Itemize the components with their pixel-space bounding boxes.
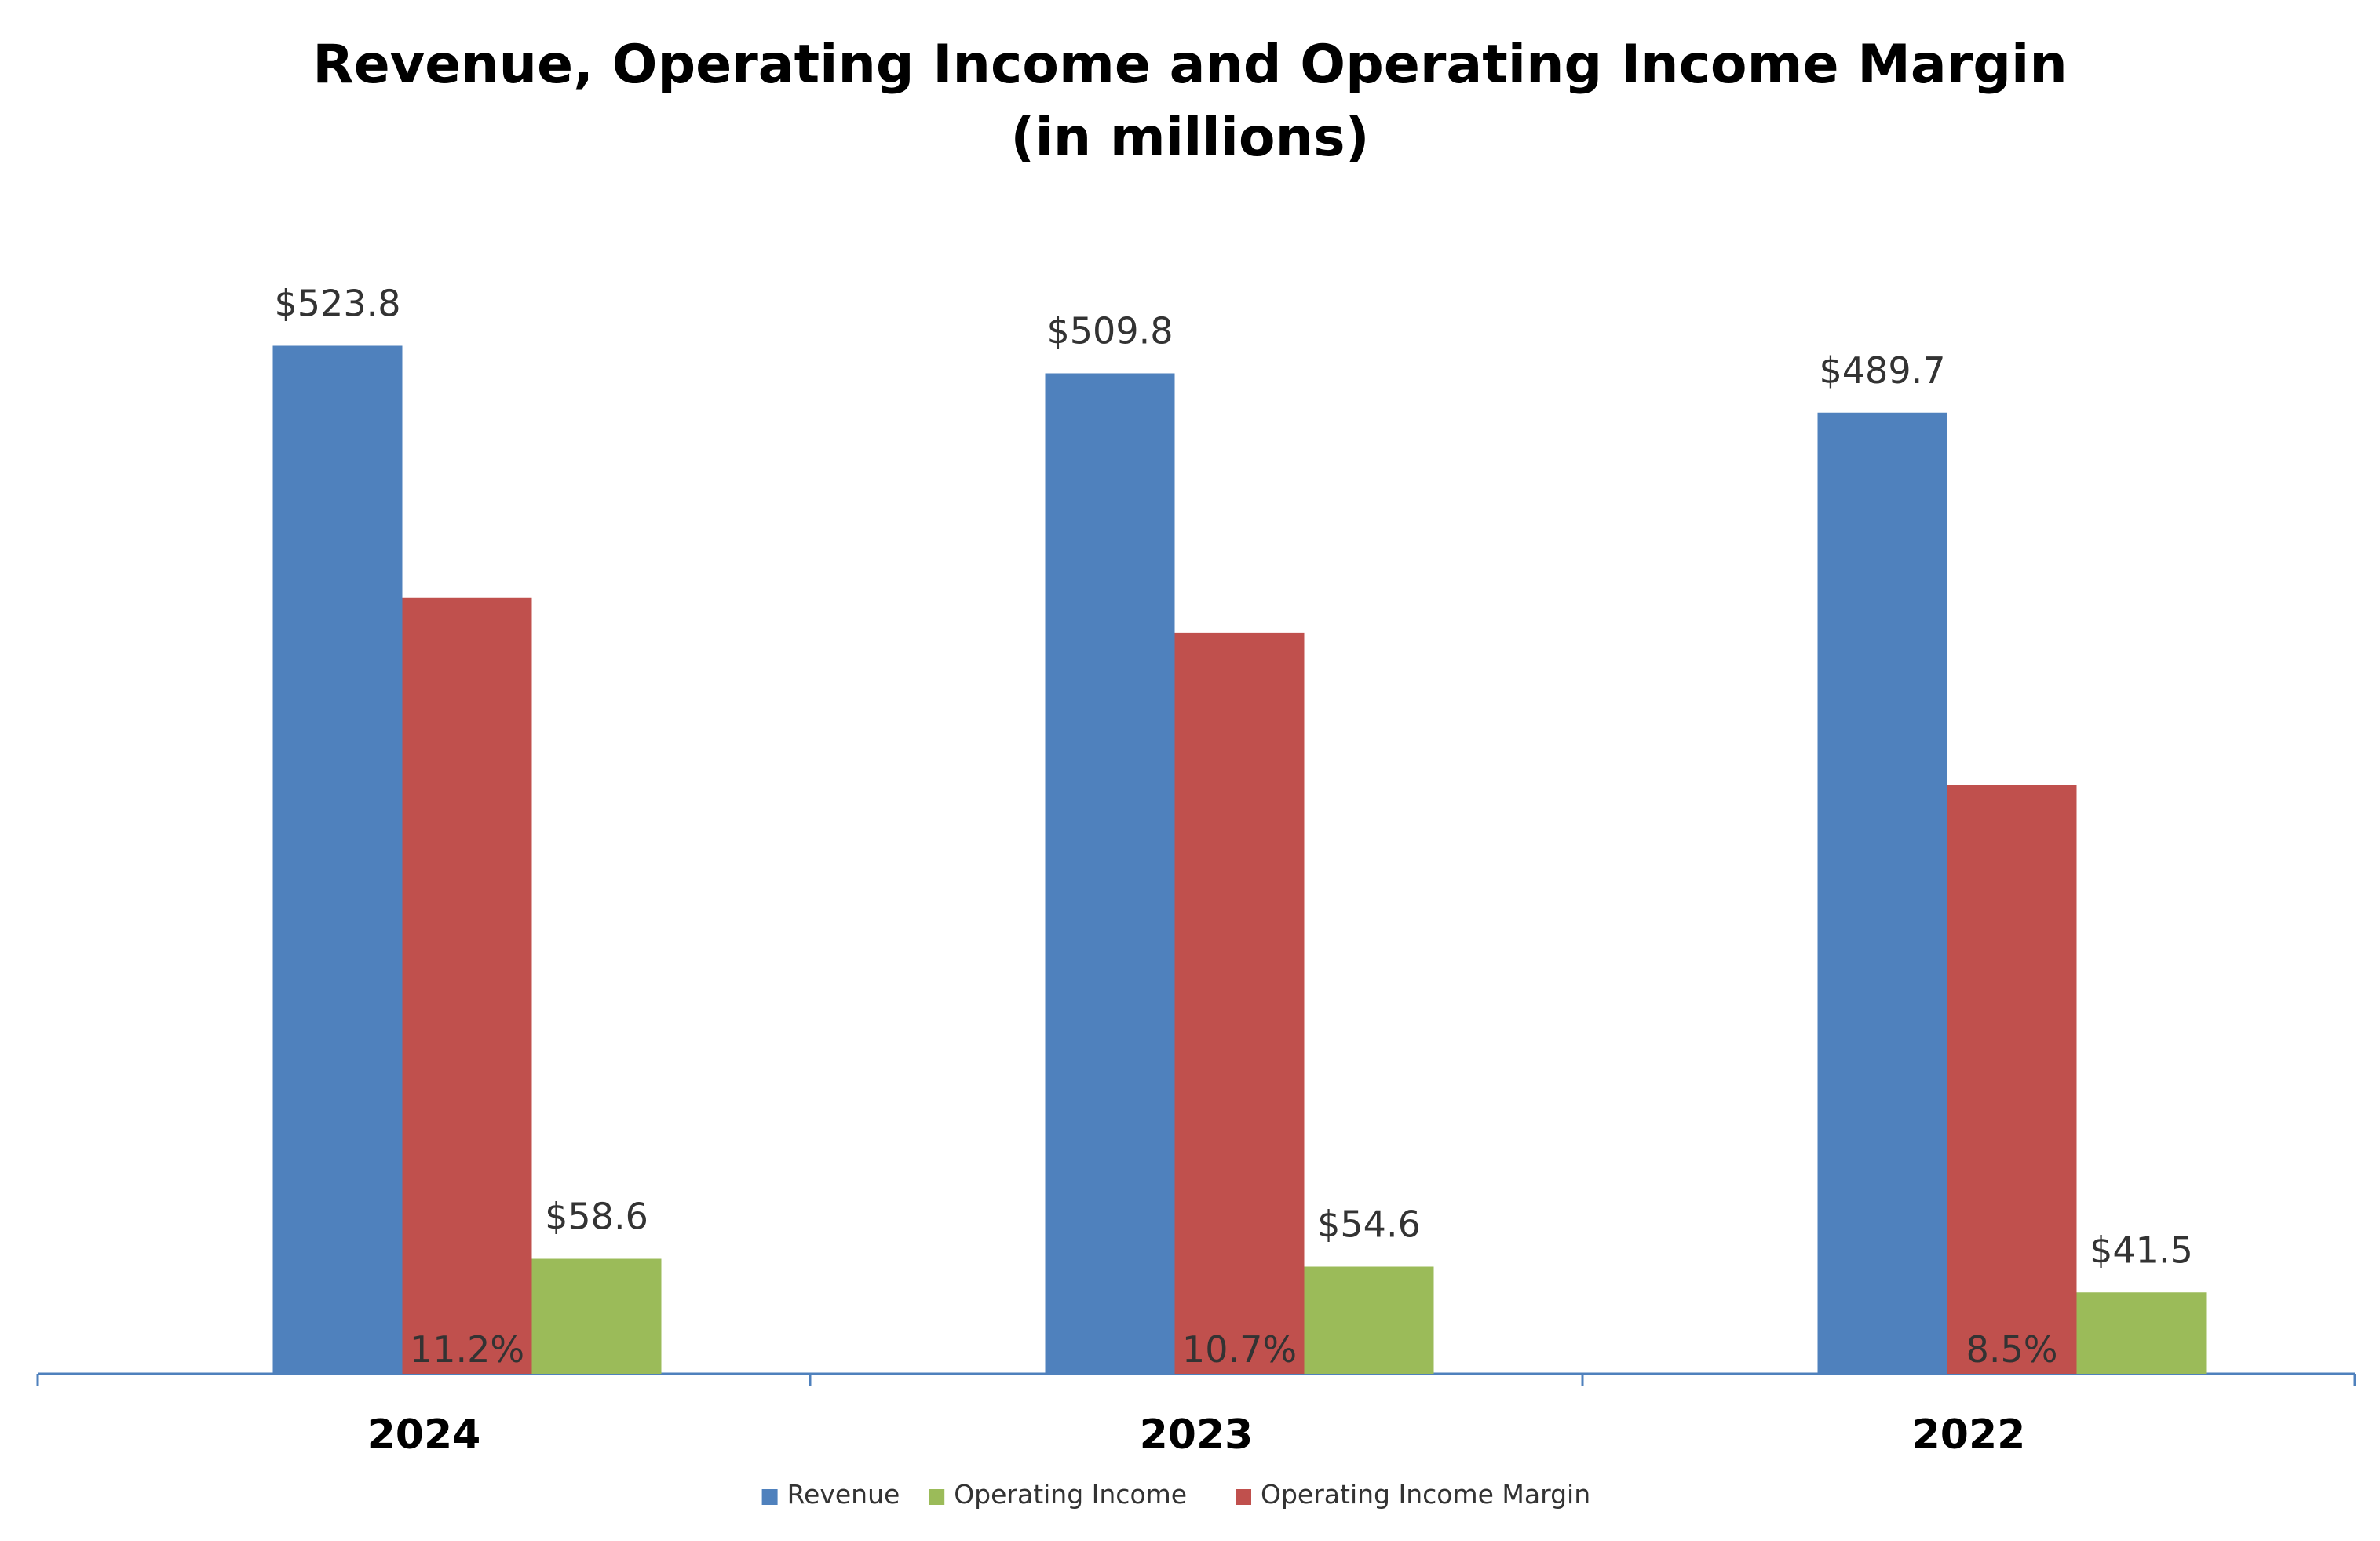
bar-operating-income-2022: [2076, 1292, 2207, 1374]
data-label-operating-income-margin-2023: 10.7%: [1182, 1328, 1297, 1371]
chart-subtitle: (in millions): [1010, 107, 1369, 169]
bar-operating-income-2024: [531, 1258, 662, 1374]
data-label-operating-income-margin-2022: 8.5%: [1966, 1328, 2058, 1371]
legend-swatch-operating-income-margin: [1236, 1489, 1251, 1505]
chart-title: Revenue, Operating Income and Operating …: [312, 34, 2067, 96]
bar-revenue-2023: [1045, 373, 1175, 1374]
bar-operating-income-margin-2024: [402, 597, 532, 1374]
data-label-revenue-2023: $509.8: [1047, 310, 1174, 352]
bar-operating-income-margin-2022: [1947, 785, 2077, 1374]
bar-revenue-2024: [272, 345, 403, 1374]
data-label-operating-income-2023: $54.6: [1317, 1203, 1421, 1246]
x-tick-label-2022: 2022: [1912, 1411, 2026, 1459]
x-tick-label-2024: 2024: [367, 1411, 481, 1459]
x-tick-label-2023: 2023: [1140, 1411, 1254, 1459]
data-label-revenue-2024: $523.8: [275, 283, 401, 325]
bar-operating-income-margin-2023: [1174, 632, 1305, 1374]
legend: Revenue Operating Income Operating Income …: [761, 1479, 1590, 1510]
bar-revenue-2022: [1817, 412, 1947, 1374]
legend-swatch-operating-income: [929, 1489, 945, 1505]
legend-swatch-revenue: [761, 1489, 778, 1505]
data-label-revenue-2022: $489.7: [1820, 349, 1946, 392]
bar-operating-income-2023: [1304, 1266, 1434, 1374]
legend-label-operating-income-margin: Operating Income Margin: [1261, 1479, 1590, 1510]
plot-area: $523.8 11.2% $58.6 2024 $509.8 10.7% $54.6 2023…: [36, 283, 2356, 1459]
data-label-operating-income-2024: $58.6: [545, 1196, 648, 1238]
data-label-operating-income-2022: $41.5: [2090, 1229, 2193, 1271]
legend-label-revenue: Revenue: [787, 1479, 900, 1510]
legend-label-operating-income: Operating Income: [954, 1479, 1187, 1510]
data-label-operating-income-margin-2024: 11.2%: [410, 1328, 524, 1371]
